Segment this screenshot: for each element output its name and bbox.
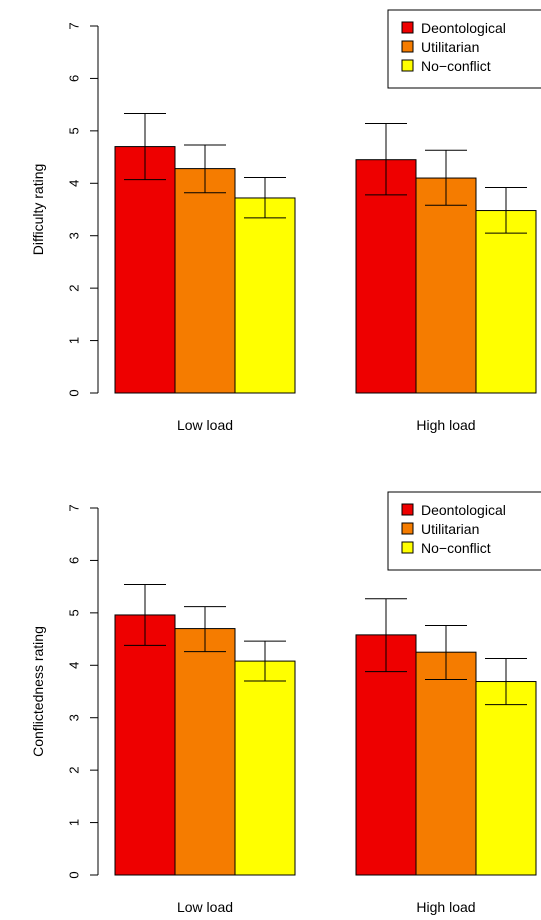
legend-label: Utilitarian <box>421 39 479 55</box>
y-tick-label: 2 <box>67 767 82 774</box>
y-axis-title: Conflictedness rating <box>30 626 46 757</box>
legend-swatch <box>401 522 414 535</box>
legend-label: Deontological <box>421 20 506 36</box>
legend-label: No−conflict <box>421 540 491 556</box>
legend-swatch <box>401 541 414 554</box>
bar <box>234 197 296 394</box>
y-tick-label: 1 <box>67 337 82 344</box>
category-label: High load <box>416 417 475 433</box>
category-label: Low load <box>177 899 233 915</box>
y-tick-label: 1 <box>67 819 82 826</box>
bar <box>415 177 477 394</box>
y-tick-label: 4 <box>67 662 82 669</box>
y-tick-label: 5 <box>67 127 82 134</box>
bar <box>174 628 236 876</box>
category-label: High load <box>416 899 475 915</box>
legend-swatch <box>401 59 414 72</box>
y-tick-label: 0 <box>67 871 82 878</box>
bar <box>355 634 417 876</box>
y-tick-label: 2 <box>67 285 82 292</box>
y-tick-label: 6 <box>67 557 82 564</box>
legend-swatch <box>401 503 414 516</box>
bar <box>475 681 537 876</box>
y-tick-label: 7 <box>67 504 82 511</box>
y-tick-label: 5 <box>67 609 82 616</box>
bar <box>475 210 537 394</box>
y-tick-label: 6 <box>67 75 82 82</box>
difficulty-chart-panel: 0 1 2 3 4 5 6 7 Difficulty rating Low load High lo… <box>30 9 541 433</box>
legend-label: Deontological <box>421 502 506 518</box>
y-tick-label: 4 <box>67 180 82 187</box>
y-tick-label: 7 <box>67 22 82 29</box>
y-tick-label: 3 <box>67 232 82 239</box>
legend-label: Utilitarian <box>421 521 479 537</box>
bar <box>174 168 236 394</box>
legend-swatch <box>401 21 414 34</box>
bar <box>114 146 176 394</box>
bar <box>114 614 176 876</box>
y-tick-label: 3 <box>67 714 82 721</box>
y-tick-label: 0 <box>67 389 82 396</box>
y-axis-title: Difficulty rating <box>30 164 46 256</box>
legend-label: No−conflict <box>421 58 491 74</box>
legend-swatch <box>401 40 414 53</box>
bar <box>415 651 477 876</box>
bar <box>234 660 296 876</box>
category-label: Low load <box>177 417 233 433</box>
conflictedness-chart-panel: 0 1 2 3 4 5 6 7 Conflictedness rating Low load Hig… <box>30 491 541 915</box>
